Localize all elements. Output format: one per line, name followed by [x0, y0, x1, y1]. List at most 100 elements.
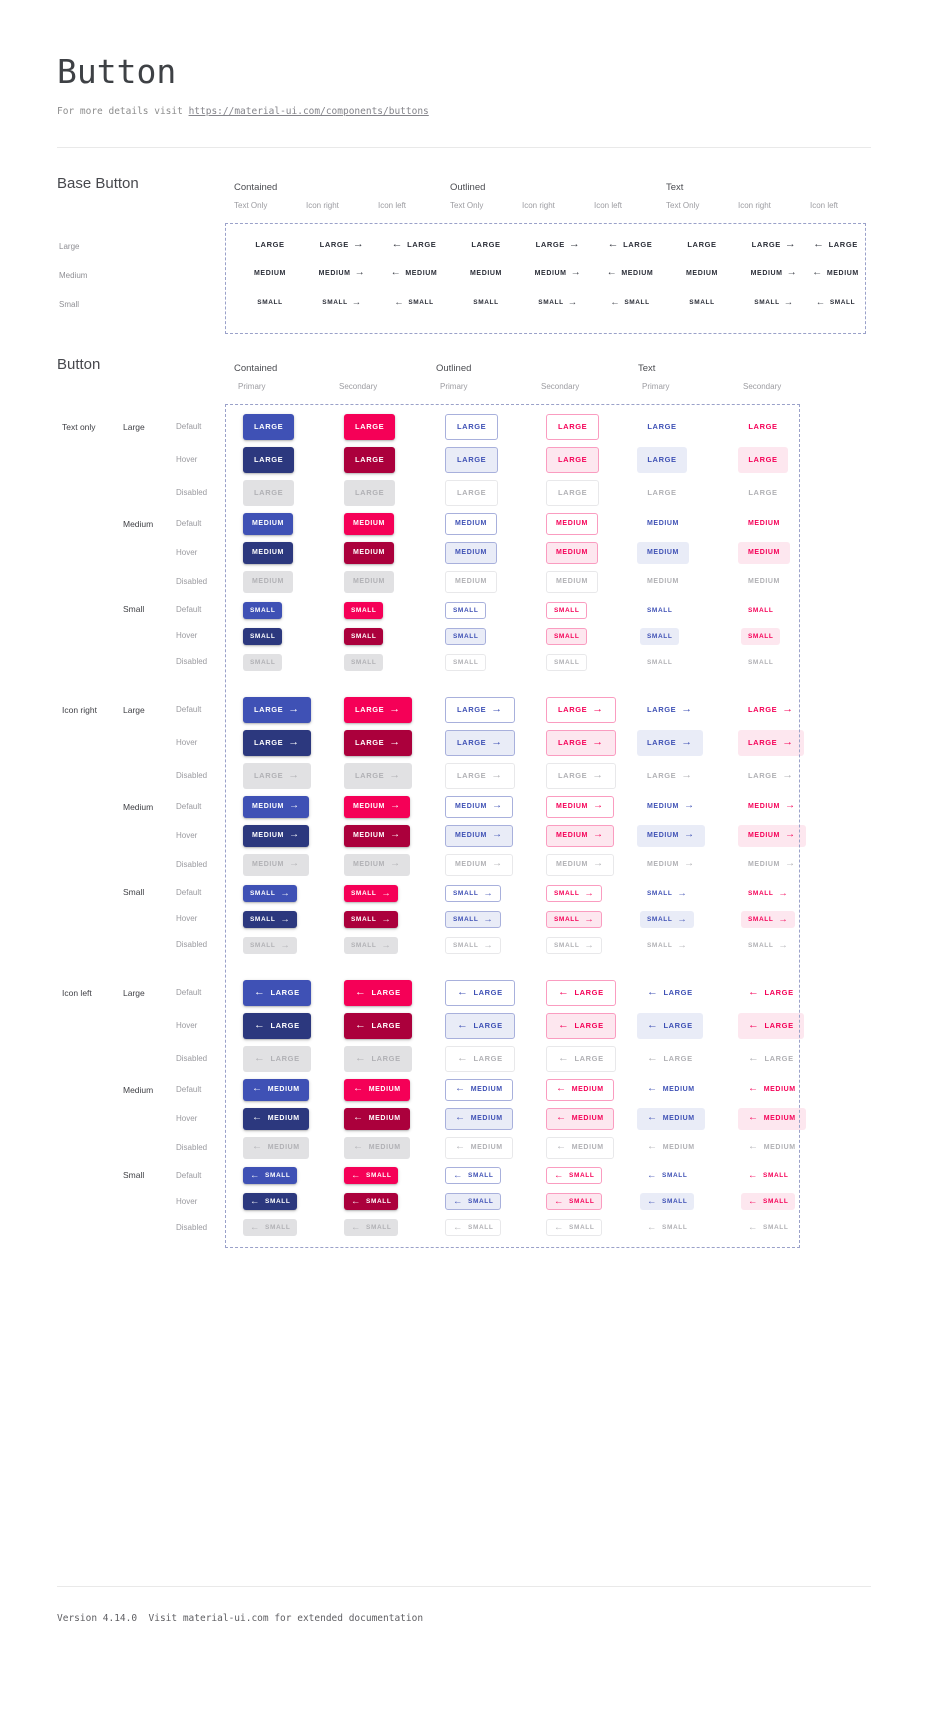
- btn-outlined-primary[interactable]: MEDIUM →: [445, 824, 513, 847]
- btn-text-primary[interactable]: ← LARGE: [637, 1046, 703, 1072]
- btn-text-primary[interactable]: MEDIUM: [637, 541, 689, 564]
- btn-contained-primary[interactable]: LARGE →: [243, 696, 311, 723]
- base-button[interactable]: SMALL: [234, 299, 306, 306]
- btn-text-primary[interactable]: MEDIUM →: [637, 796, 705, 818]
- btn-text-secondary[interactable]: SMALL →: [741, 885, 795, 902]
- btn-text-secondary[interactable]: ← SMALL: [741, 1219, 795, 1236]
- btn-outlined-secondary[interactable]: ← MEDIUM: [546, 1107, 614, 1130]
- btn-outlined-secondary[interactable]: SMALL →: [546, 911, 603, 929]
- base-button[interactable]: MEDIUM: [450, 270, 522, 277]
- btn-contained-primary[interactable]: ← SMALL: [243, 1219, 298, 1237]
- btn-contained-primary[interactable]: MEDIUM: [243, 570, 293, 593]
- btn-contained-primary[interactable]: ← LARGE: [243, 1012, 311, 1039]
- btn-text-secondary[interactable]: ← SMALL: [741, 1167, 795, 1184]
- btn-contained-secondary[interactable]: ← MEDIUM: [344, 1136, 410, 1159]
- btn-contained-primary[interactable]: MEDIUM: [243, 512, 293, 535]
- btn-contained-secondary[interactable]: MEDIUM →: [344, 795, 410, 818]
- btn-contained-secondary[interactable]: LARGE →: [344, 762, 412, 789]
- btn-outlined-primary[interactable]: MEDIUM →: [445, 853, 513, 876]
- btn-contained-secondary[interactable]: SMALL: [344, 628, 384, 646]
- btn-contained-secondary[interactable]: SMALL →: [344, 885, 399, 903]
- btn-text-primary[interactable]: ← MEDIUM: [637, 1079, 705, 1101]
- btn-contained-primary[interactable]: MEDIUM →: [243, 795, 309, 818]
- btn-text-primary[interactable]: MEDIUM →: [637, 854, 705, 876]
- btn-outlined-secondary[interactable]: SMALL: [546, 602, 588, 620]
- base-button[interactable]: ← MEDIUM: [390, 267, 438, 278]
- base-button[interactable]: MEDIUM →: [318, 267, 366, 278]
- btn-contained-secondary[interactable]: ← SMALL: [344, 1219, 399, 1237]
- btn-contained-secondary[interactable]: ← MEDIUM: [344, 1107, 410, 1130]
- btn-contained-primary[interactable]: SMALL: [243, 628, 283, 646]
- btn-outlined-secondary[interactable]: MEDIUM →: [546, 824, 614, 847]
- btn-contained-secondary[interactable]: ← SMALL: [344, 1193, 399, 1211]
- btn-contained-primary[interactable]: LARGE: [243, 479, 295, 506]
- btn-text-primary[interactable]: SMALL: [640, 654, 679, 671]
- btn-outlined-secondary[interactable]: MEDIUM: [546, 512, 598, 535]
- base-button[interactable]: LARGE →: [535, 238, 581, 250]
- btn-contained-secondary[interactable]: MEDIUM: [344, 570, 394, 593]
- btn-outlined-primary[interactable]: MEDIUM: [445, 541, 497, 564]
- btn-outlined-secondary[interactable]: LARGE: [546, 413, 600, 440]
- btn-text-primary[interactable]: ← MEDIUM: [637, 1107, 705, 1130]
- btn-outlined-secondary[interactable]: MEDIUM →: [546, 853, 614, 876]
- btn-text-secondary[interactable]: MEDIUM: [738, 571, 790, 593]
- btn-text-secondary[interactable]: ← LARGE: [738, 1012, 804, 1039]
- btn-contained-secondary[interactable]: LARGE →: [344, 729, 412, 756]
- btn-outlined-primary[interactable]: ← SMALL: [445, 1219, 502, 1237]
- btn-outlined-primary[interactable]: LARGE: [445, 413, 499, 440]
- btn-text-primary[interactable]: LARGE →: [637, 729, 703, 756]
- btn-contained-secondary[interactable]: LARGE: [344, 479, 396, 506]
- btn-contained-secondary[interactable]: SMALL →: [344, 937, 399, 955]
- btn-contained-secondary[interactable]: MEDIUM: [344, 512, 394, 535]
- btn-outlined-secondary[interactable]: ← LARGE: [546, 1045, 616, 1072]
- btn-contained-secondary[interactable]: SMALL: [344, 654, 384, 672]
- btn-text-primary[interactable]: MEDIUM: [637, 571, 689, 593]
- btn-text-primary[interactable]: ← SMALL: [640, 1193, 695, 1211]
- btn-outlined-secondary[interactable]: ← SMALL: [546, 1193, 603, 1211]
- btn-outlined-secondary[interactable]: ← LARGE: [546, 979, 616, 1006]
- btn-contained-primary[interactable]: SMALL: [243, 654, 283, 672]
- btn-contained-primary[interactable]: SMALL →: [243, 937, 298, 955]
- btn-contained-secondary[interactable]: LARGE: [344, 413, 396, 440]
- btn-contained-secondary[interactable]: ← LARGE: [344, 1045, 412, 1072]
- btn-text-primary[interactable]: LARGE: [637, 480, 687, 506]
- btn-outlined-primary[interactable]: ← SMALL: [445, 1193, 502, 1211]
- btn-outlined-primary[interactable]: ← MEDIUM: [445, 1107, 513, 1130]
- base-button[interactable]: LARGE →: [319, 238, 365, 250]
- btn-outlined-primary[interactable]: LARGE →: [445, 696, 515, 723]
- btn-outlined-primary[interactable]: SMALL: [445, 602, 487, 620]
- base-button[interactable]: ← MEDIUM: [606, 267, 654, 278]
- btn-text-secondary[interactable]: MEDIUM: [738, 513, 790, 535]
- docs-link[interactable]: https://material-ui.com/components/butto…: [188, 106, 429, 117]
- btn-text-secondary[interactable]: LARGE →: [738, 729, 804, 756]
- btn-outlined-primary[interactable]: ← SMALL: [445, 1167, 502, 1185]
- btn-outlined-secondary[interactable]: MEDIUM: [546, 541, 598, 564]
- btn-outlined-secondary[interactable]: LARGE →: [546, 729, 616, 756]
- btn-text-secondary[interactable]: ← MEDIUM: [738, 1107, 806, 1130]
- base-button[interactable]: LARGE: [234, 240, 306, 249]
- btn-contained-secondary[interactable]: MEDIUM: [344, 541, 394, 564]
- btn-contained-primary[interactable]: SMALL: [243, 602, 283, 620]
- btn-text-secondary[interactable]: MEDIUM: [738, 541, 790, 564]
- btn-outlined-primary[interactable]: ← LARGE: [445, 1045, 515, 1072]
- btn-outlined-primary[interactable]: LARGE →: [445, 729, 515, 756]
- btn-text-secondary[interactable]: SMALL: [741, 654, 780, 671]
- btn-outlined-secondary[interactable]: ← MEDIUM: [546, 1078, 614, 1101]
- btn-text-primary[interactable]: SMALL: [640, 628, 680, 646]
- btn-contained-primary[interactable]: LARGE: [243, 413, 295, 440]
- btn-text-primary[interactable]: SMALL →: [640, 911, 695, 929]
- btn-contained-secondary[interactable]: MEDIUM →: [344, 853, 410, 876]
- btn-outlined-secondary[interactable]: SMALL →: [546, 885, 603, 903]
- base-button[interactable]: SMALL: [450, 299, 522, 306]
- btn-contained-primary[interactable]: ← LARGE: [243, 979, 311, 1006]
- btn-outlined-primary[interactable]: ← MEDIUM: [445, 1078, 513, 1101]
- btn-outlined-secondary[interactable]: ← SMALL: [546, 1219, 603, 1237]
- btn-contained-primary[interactable]: ← MEDIUM: [243, 1136, 309, 1159]
- btn-outlined-secondary[interactable]: LARGE: [546, 479, 600, 506]
- btn-text-primary[interactable]: LARGE →: [637, 763, 703, 789]
- btn-outlined-secondary[interactable]: ← MEDIUM: [546, 1136, 614, 1159]
- btn-contained-primary[interactable]: MEDIUM →: [243, 824, 309, 847]
- btn-text-secondary[interactable]: LARGE: [738, 414, 788, 440]
- base-button[interactable]: SMALL: [666, 299, 738, 306]
- btn-outlined-secondary[interactable]: LARGE: [546, 446, 600, 473]
